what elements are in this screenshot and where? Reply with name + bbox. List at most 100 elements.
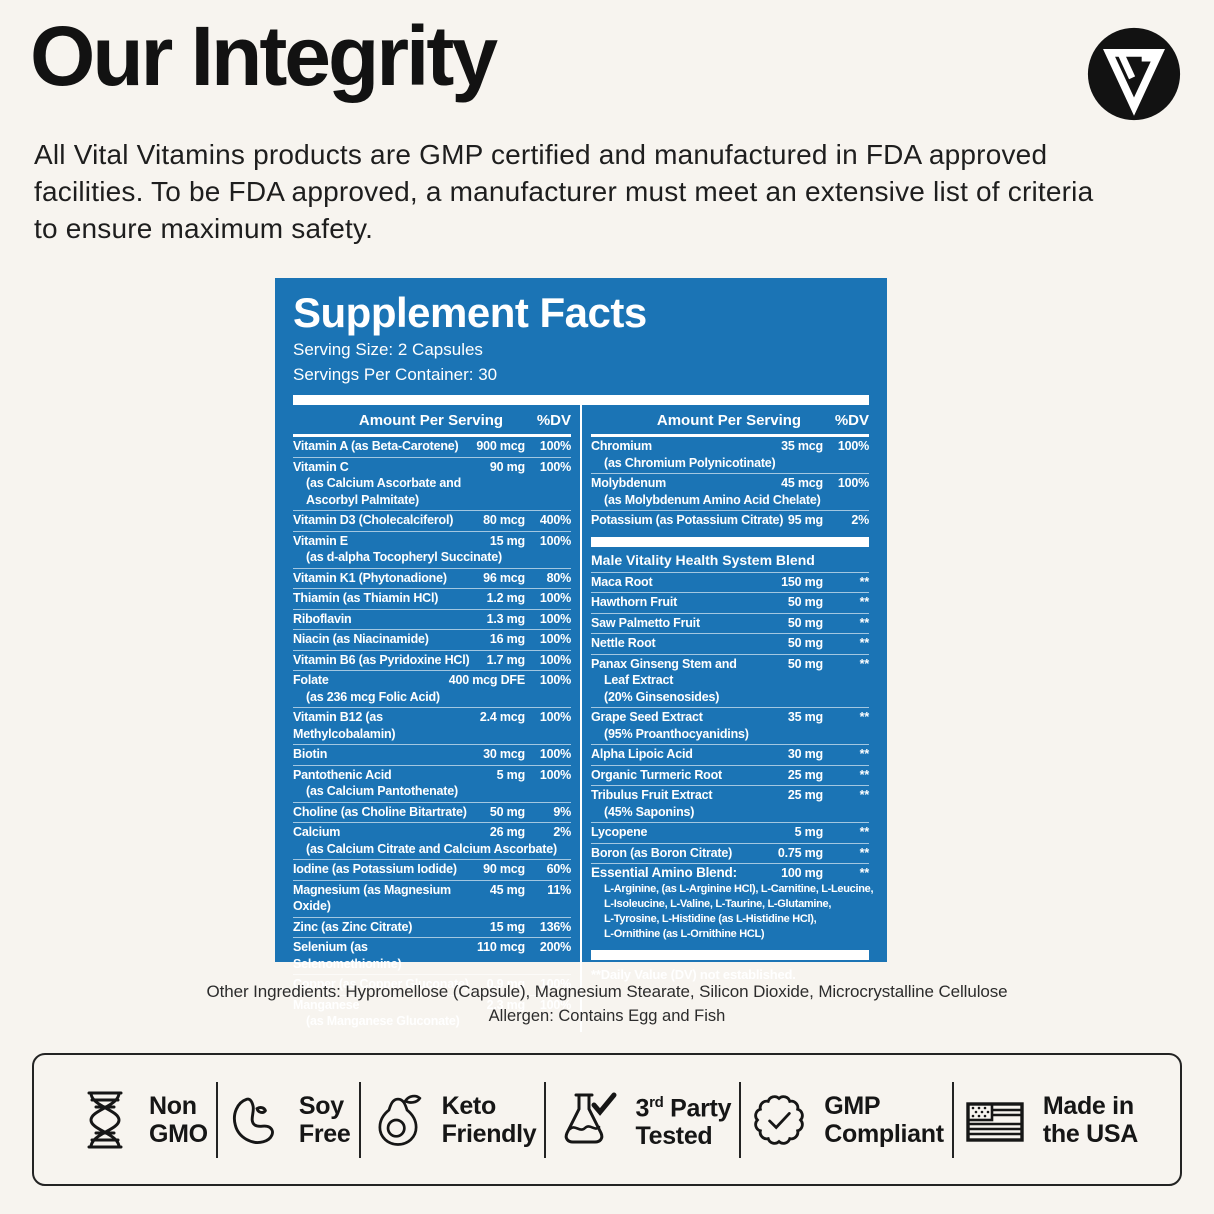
ingredient-name: Iodine (as Potassium Iodide) (293, 862, 457, 876)
table-row: Molybdenum 45 mcg 100% (as Molybdenum Amino… (591, 473, 869, 510)
ingredient-name: Vitamin K1 (Phytonadione) (293, 570, 447, 585)
ingredient-name: Calcium (293, 825, 341, 839)
ingredient-subtext: (as 236 mcg Folic Acid) (306, 689, 440, 704)
page-title: Our Integrity (30, 9, 498, 103)
ingredient-name: Choline (as Choline Bitartrate) (293, 804, 467, 819)
ingredient-amount: 35 mg (787, 710, 823, 724)
ingredient-subtext: L-Isoleucine, L-Valine, L-Taurine, L-Glu… (604, 897, 832, 910)
ingredient-amount: 150 mg (781, 574, 823, 589)
ingredient-name: Thiamin (as Thiamin HCl) (293, 591, 439, 605)
supplement-facts-title: Supplement Facts (293, 289, 647, 336)
facts-columns: Amount Per Serving %DV Vitamin A (as Bet… (293, 405, 874, 1032)
ingredient-subtext: (as Calcium Citrate and Calcium Ascorbat… (306, 841, 557, 856)
ingredient-dv: 100% (539, 632, 571, 646)
badge-non-gmo: Non GMO (76, 1089, 208, 1151)
divider (215, 1081, 218, 1158)
ingredient-subtext: L-Tyrosine, L-Histidine (as L-Histidine … (604, 912, 817, 925)
ingredient-amount: 0.75 mg (777, 845, 823, 860)
column-header: Amount Per Serving %DV (591, 405, 869, 437)
left-column-rows: Vitamin A (as Beta-Carotene) 900 mcg 100% V… (293, 437, 571, 1032)
ingredient-dv: ** (859, 866, 870, 880)
ingredient-subtext: (as Manganese Gluconate) (306, 1014, 460, 1028)
table-row: Pantothenic Acid 5 mg 100% (as Calcium Pant… (293, 764, 571, 802)
ingredient-amount: 5 mg (794, 825, 824, 839)
ingredient-name: Pantothenic Acid (293, 767, 392, 782)
blend-rows: Maca Root 150 mg ** Hawthorn Fruit 50 mg ** Sa… (591, 573, 869, 864)
dv-footnote: **Daily Value (DV) not established. (591, 966, 796, 982)
badge-made-in-usa: Made in the USA (962, 1092, 1138, 1148)
white-separator-bar (591, 536, 869, 547)
ingredient-dv: ** (859, 747, 870, 761)
ingredient-dv: ** (859, 595, 870, 609)
ingredient-amount: 50 mg (787, 636, 823, 650)
vital-vitamins-logo-icon (1087, 27, 1181, 121)
ingredient-dv: ** (859, 767, 870, 782)
divider (544, 1081, 547, 1158)
ingredient-dv: ** (859, 710, 870, 724)
ingredient-name: Panax Ginseng Stem and (591, 656, 737, 671)
ingredient-amount: 1.2 mg (486, 591, 526, 605)
table-row: Tribulus Fruit Extract 25 mg ** (45% Saponi… (591, 785, 869, 822)
ingredient-subtext: L-Ornithine (as L-Ornithine HCL) (604, 927, 765, 940)
ingredient-name: Vitamin B12 (as Methylcobalamin) (293, 710, 396, 741)
ingredient-amount: 90 mg (489, 459, 525, 474)
facts-column-right: Amount Per Serving %DV Chromium 35 mcg 100… (582, 405, 874, 1032)
facts-column-left: Amount Per Serving %DV Vitamin A (as Bet… (293, 405, 582, 1032)
table-row: Lycopene 5 mg ** (591, 822, 869, 843)
ingredient-amount: 100 mg (781, 866, 823, 880)
ingredient-name: Saw Palmetto Fruit (591, 615, 700, 630)
table-row: Niacin (as Niacinamide) 16 mg 100% (293, 629, 571, 650)
seal-check-icon (754, 1094, 804, 1145)
badge-label: Soy Free (298, 1091, 351, 1148)
ingredient-amount: 50 mg (787, 595, 823, 609)
ingredient-name: Niacin (as Niacinamide) (293, 632, 429, 646)
white-separator-bar (293, 395, 869, 405)
ingredient-amount: 30 mg (787, 747, 823, 761)
ingredient-name: Maca Root (591, 574, 653, 589)
blend-header: Male Vitality Health System Blend (591, 549, 869, 573)
ingredient-amount: 0.9 mg (486, 977, 526, 991)
ingredient-name: Vitamin B6 (as Pyridoxine HCl) (293, 652, 470, 667)
table-row: Iodine (as Potassium Iodide) 90 mcg 60% (293, 859, 571, 880)
ingredient-name: Hawthorn Fruit (591, 595, 678, 609)
ingredient-amount: 15 mg (489, 533, 525, 548)
table-row: Magnesium (as Magnesium Oxide) 45 mg 11% (293, 879, 571, 917)
ingredient-name: Vitamin C (293, 459, 349, 474)
flask-check-icon (565, 1092, 617, 1144)
ingredient-amount: 50 mg (787, 656, 823, 671)
ingredient-name: Essential Amino Blend: (591, 865, 737, 880)
ingredient-name: Organic Turmeric Root (591, 767, 723, 782)
ingredient-dv: 80% (546, 570, 572, 585)
ingredient-dv: 200% (539, 940, 571, 954)
table-row: Folate 400 mcg DFE 100% (as 236 mcg Folic A… (293, 670, 571, 707)
ingredient-amount: 15 mg (489, 919, 525, 934)
table-row: Essential Amino Blend: 100 mg ** L-Arginine… (591, 863, 874, 944)
table-row: Riboflavin 1.3 mg 100% (293, 608, 571, 630)
badge-keto-friendly: Keto Friendly (369, 1090, 537, 1150)
ingredient-name: Biotin (293, 747, 328, 761)
ingredient-name: Boron (as Boron Citrate) (591, 845, 733, 860)
ingredient-subtext: (as Molybdenum Amino Acid Chelate) (604, 492, 821, 507)
divider (739, 1081, 742, 1158)
ingredient-amount: 2.3 mg (486, 997, 526, 1012)
badge-label: Keto Friendly (441, 1091, 537, 1148)
usa-flag-icon (966, 1101, 1024, 1142)
ingredient-name: Vitamin A (as Beta-Carotene) (293, 439, 459, 453)
ingredient-dv: 100% (837, 439, 869, 453)
ingredient-name: Lycopene (591, 825, 648, 839)
intro-paragraph: All Vital Vitamins products are GMP cert… (34, 139, 1094, 244)
ingredient-dv: ** (859, 656, 870, 671)
ingredient-dv: 100% (539, 747, 571, 761)
ingredient-amount: 30 mcg (483, 747, 525, 761)
divider (951, 1081, 954, 1158)
table-row: Copper (as Copper Gluconate) 0.9 mg 100% (293, 974, 571, 995)
ingredient-name: Manganese (293, 997, 360, 1012)
ingredient-dv: 136% (539, 919, 571, 934)
table-row: Zinc (as Zinc Citrate) 15 mg 136% (293, 916, 571, 938)
ingredient-name: Grape Seed Extract (591, 710, 703, 724)
table-row: Vitamin D3 (Cholecalciferol) 80 mcg 400% (293, 510, 571, 531)
ingredient-amount: 95 mg (787, 513, 823, 527)
servings-per-container: Servings Per Container: 30 (293, 365, 498, 384)
ingredient-dv: ** (859, 574, 870, 589)
ingredient-dv: ** (859, 636, 870, 650)
